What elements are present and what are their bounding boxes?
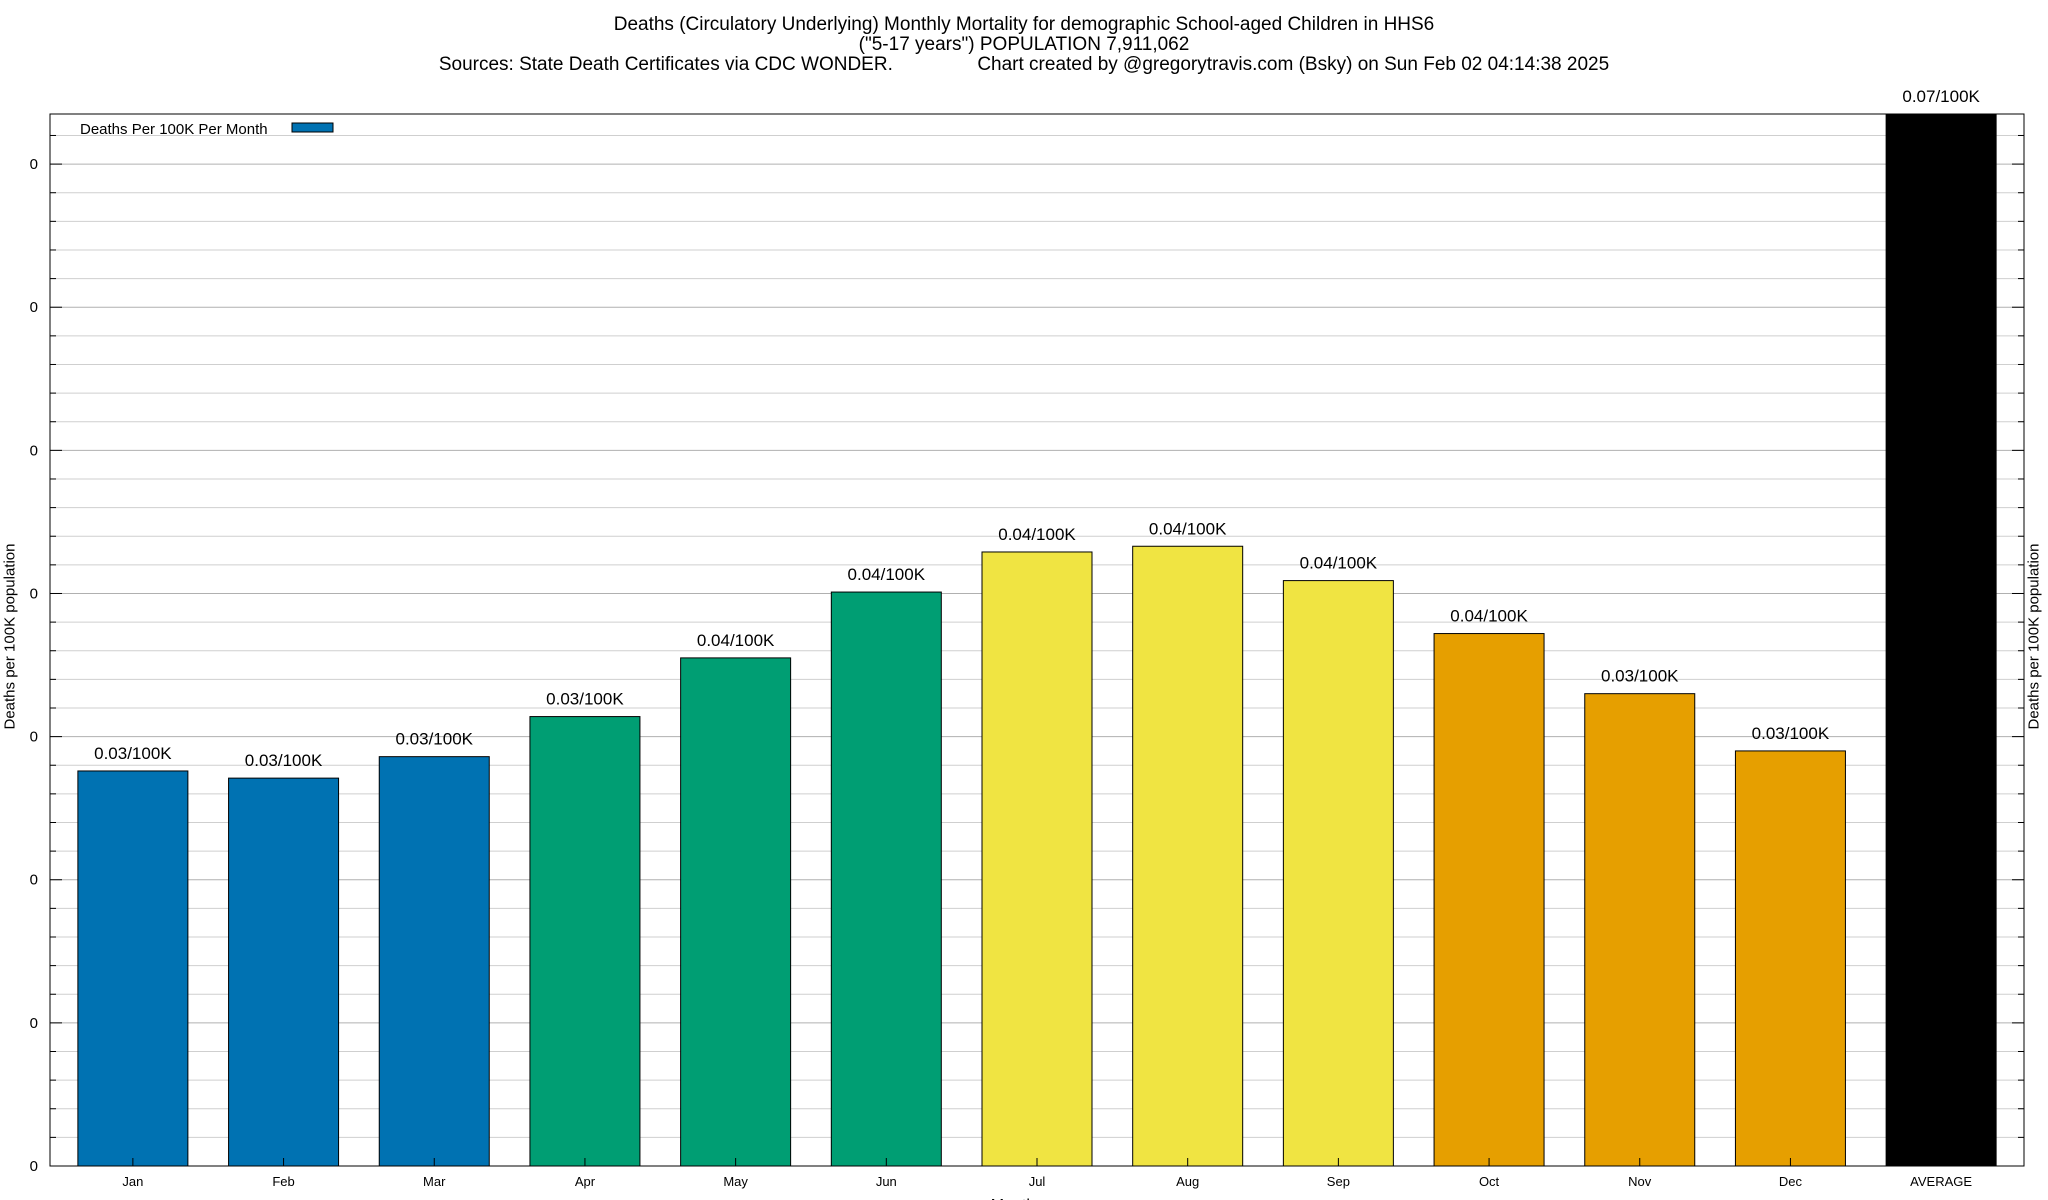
chart-subtitle-sources: Sources: State Death Certificates via CD… [438, 54, 1610, 75]
x-tick-label-feb: Feb [272, 1174, 294, 1189]
bar-jul [981, 551, 1093, 1167]
y-tick-label: 0 [30, 299, 38, 316]
x-tick-label-may: May [723, 1174, 748, 1189]
data-label-feb: 0.03/100K [245, 751, 323, 770]
x-tick-label-aug: Aug [1176, 1174, 1199, 1189]
y-tick-label: 0 [30, 872, 38, 889]
x-tick-label-jan: Jan [122, 1174, 143, 1189]
legend-label: Deaths Per 100K Per Month [80, 121, 268, 138]
data-label-mar: 0.03/100K [395, 730, 473, 749]
y-tick-label: 0 [30, 585, 38, 602]
data-label-aug: 0.04/100K [1149, 519, 1227, 538]
bar-may [680, 657, 792, 1167]
data-label-oct: 0.04/100K [1450, 607, 1528, 626]
bar-mar [378, 756, 490, 1167]
bar-apr [529, 716, 641, 1167]
x-tick-label-jun: Jun [876, 1174, 897, 1189]
x-tick-label-apr: Apr [575, 1174, 596, 1189]
bar-aug [1132, 545, 1244, 1167]
data-label-nov: 0.03/100K [1601, 667, 1679, 686]
legend-swatch [291, 122, 334, 133]
x-tick-label-average: AVERAGE [1910, 1174, 1972, 1189]
x-axis-label: Month [991, 1197, 1035, 1200]
data-label-dec: 0.03/100K [1752, 724, 1830, 743]
bar-jan [77, 770, 189, 1167]
plot-frame [49, 113, 2025, 1167]
x-tick-label-jul: Jul [1029, 1174, 1046, 1189]
data-label-may: 0.04/100K [697, 631, 775, 650]
bar-oct [1433, 633, 1545, 1167]
chart-title: Deaths (Circulatory Underlying) Monthly … [613, 14, 1435, 35]
bar-jun [830, 591, 942, 1167]
y-tick-label: 0 [30, 156, 38, 173]
bar-feb [228, 777, 340, 1167]
y-tick-label: 0 [30, 1158, 38, 1175]
data-label-jul: 0.04/100K [998, 525, 1076, 544]
data-label-jan: 0.03/100K [94, 744, 172, 763]
data-label-apr: 0.03/100K [546, 690, 624, 709]
bar-dec [1734, 750, 1846, 1167]
chart-subtitle-population: ("5-17 years") POPULATION 7,911,062 [858, 34, 1190, 55]
x-tick-label-sep: Sep [1327, 1174, 1350, 1189]
y-tick-label: 0 [30, 1015, 38, 1032]
bar-average [1885, 113, 1997, 1167]
x-tick-label-mar: Mar [423, 1174, 446, 1189]
bar-sep [1282, 580, 1394, 1167]
data-label-sep: 0.04/100K [1300, 554, 1378, 573]
bar-nov [1584, 693, 1696, 1167]
data-label-jun: 0.04/100K [848, 565, 926, 584]
data-label-average: 0.07/100K [1902, 87, 1980, 106]
y-tick-label: 0 [30, 729, 38, 746]
y-tick-label: 0 [30, 442, 38, 459]
x-tick-label-dec: Dec [1779, 1174, 1803, 1189]
x-tick-label-nov: Nov [1628, 1174, 1652, 1189]
x-tick-label-oct: Oct [1479, 1174, 1500, 1189]
